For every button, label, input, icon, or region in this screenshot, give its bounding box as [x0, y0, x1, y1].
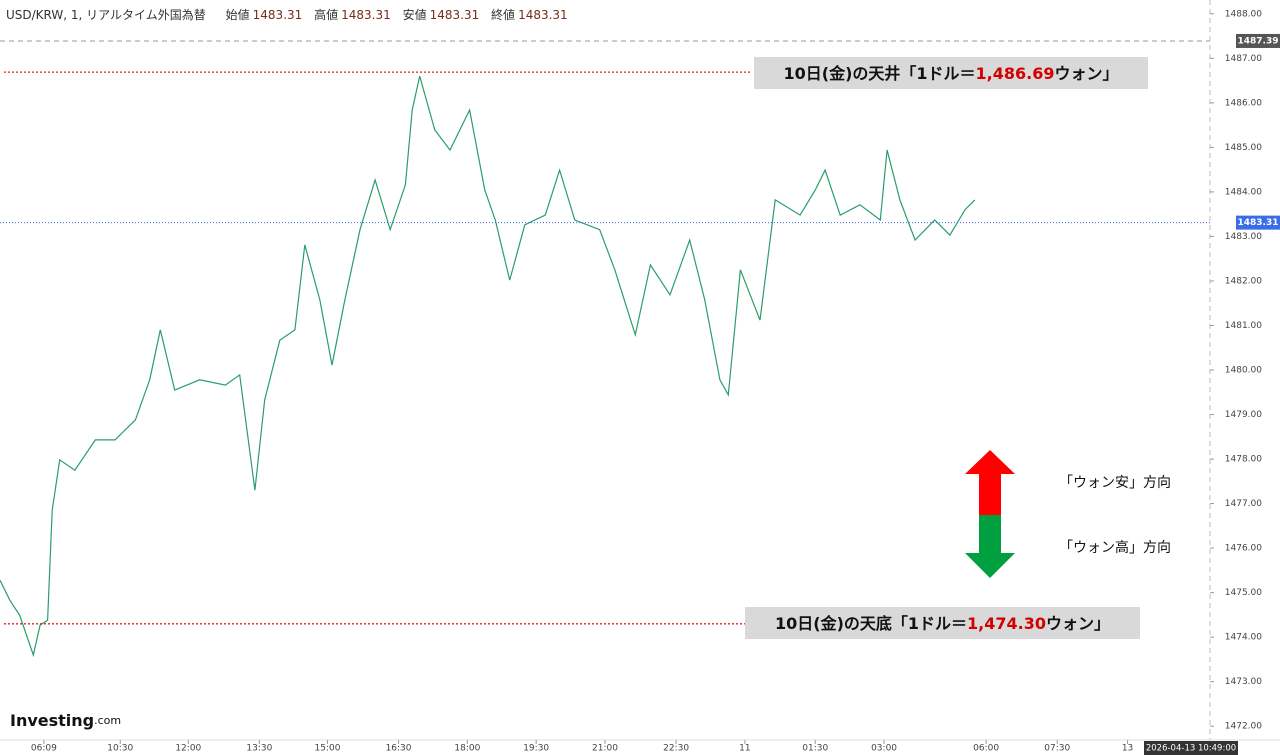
x-tick-label: 13 [1122, 744, 1133, 754]
y-tick-label: 1484.00 [1225, 187, 1262, 197]
x-tick-label: 13:30 [246, 744, 272, 754]
annotation-box [754, 57, 1148, 89]
x-tick-label: 16:30 [386, 744, 412, 754]
x-tick-label: 12:00 [175, 744, 201, 754]
close-label: 終値 [491, 8, 516, 22]
annotation-value: 1,474.30 [967, 614, 1046, 633]
x-tick-label: 01:30 [802, 744, 828, 754]
x-tick-label: 15:00 [314, 744, 340, 754]
y-tick-label: 1488.00 [1225, 9, 1262, 19]
annotation-prefix: 10日(金)の天底「1ドル＝ [775, 614, 967, 633]
y-tick-label: 1478.00 [1225, 455, 1262, 465]
y-tick-label: 1475.00 [1225, 588, 1262, 598]
annotation-text: 10日(金)の天底「1ドル＝1,474.30ウォン」 [775, 614, 1110, 633]
x-tick-label: 10:30 [107, 744, 133, 754]
ref-price-tag [1236, 33, 1280, 48]
symbol: USD/KRW, 1, リアルタイム外国為替 [6, 8, 206, 22]
last-price-label: 1483.31 [1238, 218, 1279, 228]
annotation-value: 1,486.69 [976, 64, 1055, 83]
cursor-time-label: 2026-04-13 10:49:00 [1146, 744, 1236, 754]
high-label: 高値 [314, 8, 339, 22]
direction-label: 「ウォン高」方向 [1059, 539, 1171, 556]
x-tick-label: 07:30 [1044, 744, 1070, 754]
last-price-tag [1236, 215, 1280, 230]
annotation-prefix: 10日(金)の天井「1ドル＝ [784, 64, 976, 83]
y-tick-label: 1476.00 [1225, 544, 1262, 554]
low-value: 1483.31 [429, 8, 480, 22]
y-tick-label: 1485.00 [1225, 143, 1262, 153]
price-line [0, 75, 976, 658]
open-value: 1483.31 [252, 8, 303, 22]
arrow-down [965, 515, 1015, 578]
y-tick-label: 1481.00 [1225, 321, 1262, 331]
y-tick-label: 1473.00 [1225, 677, 1262, 687]
ref-price-label: 1487.39 [1238, 36, 1279, 46]
direction-label: 「ウォン安」方向 [1059, 475, 1171, 491]
x-tick-label: 22:30 [663, 744, 689, 754]
low-label: 安値 [402, 8, 427, 22]
x-tick-label: 21:00 [592, 744, 618, 754]
y-tick-label: 1472.00 [1225, 722, 1262, 732]
y-tick-label: 1479.00 [1225, 410, 1262, 420]
annotation-text: 10日(金)の天井「1ドル＝1,486.69ウォン」 [784, 64, 1119, 83]
y-tick-label: 1483.00 [1225, 232, 1262, 242]
x-tick-label: 03:00 [871, 744, 897, 754]
x-tick-label: 18:00 [454, 744, 480, 754]
x-tick-label: 06:00 [973, 744, 999, 754]
y-tick-label: 1474.00 [1225, 633, 1262, 643]
y-tick-label: 1482.00 [1225, 276, 1262, 286]
arrow-up [965, 450, 1015, 515]
annotation-suffix: ウォン」 [1046, 614, 1110, 633]
annotation-box [745, 607, 1140, 639]
logo-suffix: .com [94, 714, 121, 727]
annotation-suffix: ウォン」 [1054, 64, 1118, 83]
open-label: 始値 [225, 8, 250, 22]
high-value: 1483.31 [341, 8, 391, 22]
close-value: 1483.31 [518, 8, 568, 22]
y-tick-label: 1487.00 [1225, 54, 1262, 64]
y-tick-label: 1477.00 [1225, 499, 1262, 509]
y-tick-label: 1480.00 [1225, 366, 1262, 376]
cursor-time-tag [1144, 741, 1238, 755]
logo: Investing.com [10, 711, 121, 730]
y-tick-label: 1486.00 [1225, 98, 1262, 108]
header: USD/KRW, 1, リアルタイム外国為替 始値 1483.31 高値 1483.… [6, 6, 576, 23]
x-tick-label: 06:09 [31, 744, 57, 754]
x-tick-label: 11 [739, 744, 750, 754]
x-tick-label: 19:30 [523, 744, 549, 754]
logo-text: Investing [10, 711, 94, 730]
